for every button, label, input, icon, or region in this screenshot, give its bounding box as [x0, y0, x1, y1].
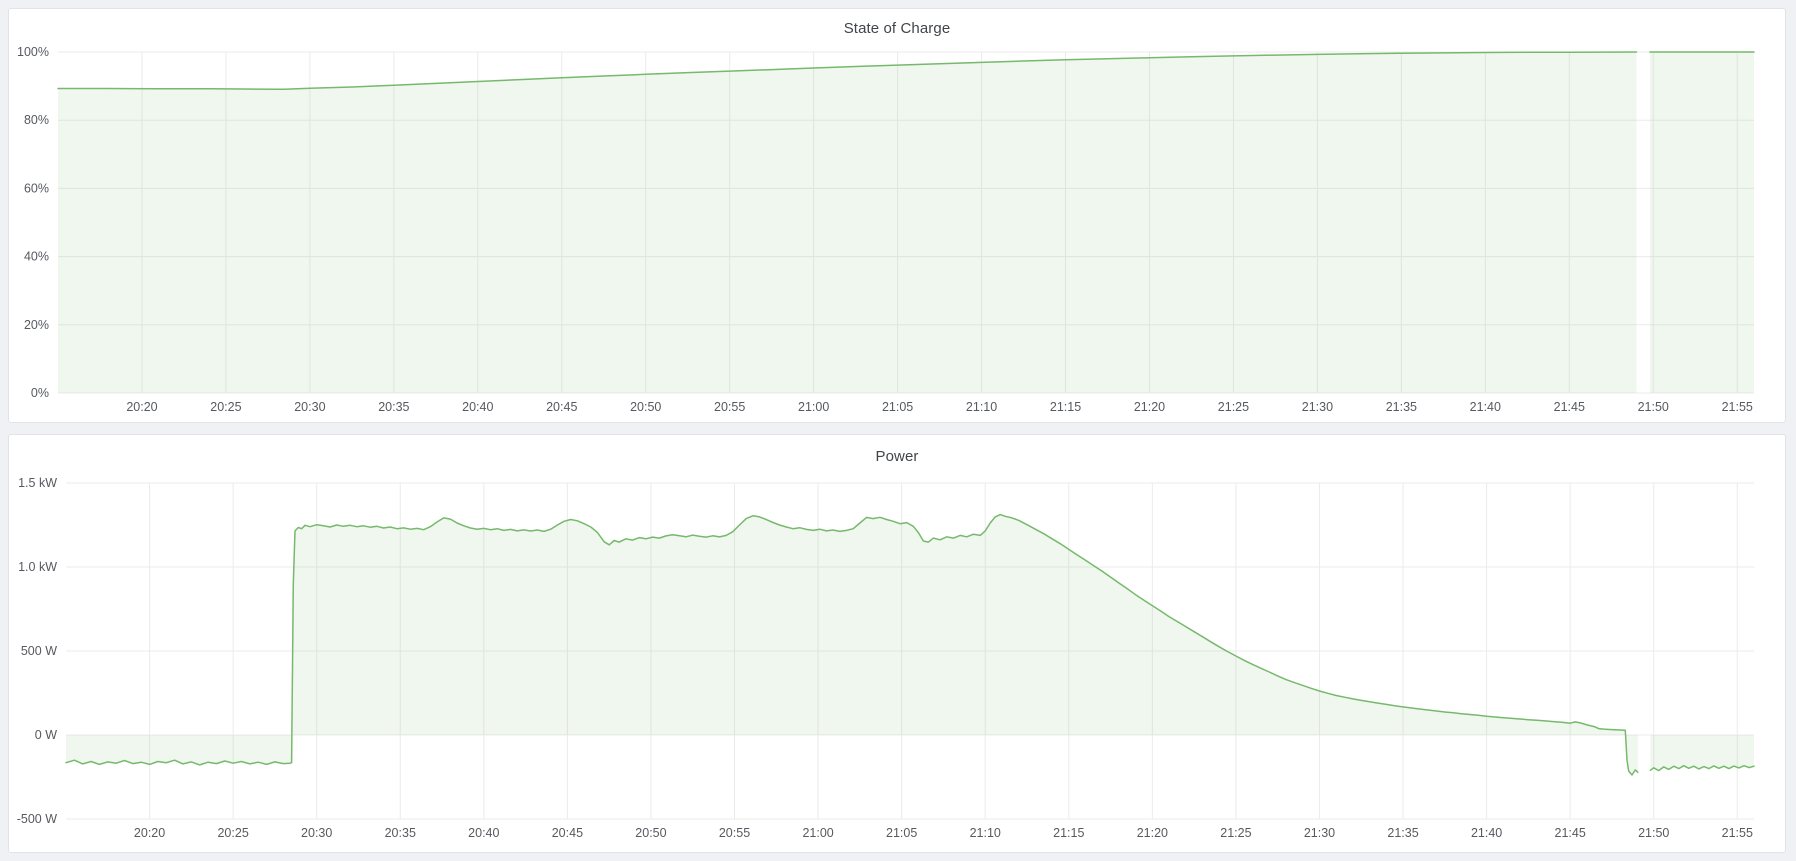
- y-axis-tick-label: 500 W: [21, 644, 57, 658]
- y-axis-tick-label: 100%: [17, 45, 49, 59]
- x-axis-tick-label: 20:25: [217, 826, 248, 840]
- x-axis-tick-label: 21:05: [882, 400, 913, 414]
- x-axis-tick-label: 20:50: [635, 826, 666, 840]
- x-axis-tick-label: 21:30: [1302, 400, 1333, 414]
- x-axis-tick-label: 20:20: [126, 400, 157, 414]
- x-axis-tick-label: 20:40: [468, 826, 499, 840]
- x-axis-tick-label: 21:35: [1387, 826, 1418, 840]
- x-axis-tick-label: 21:25: [1218, 400, 1249, 414]
- y-axis-tick-label: 0 W: [35, 728, 57, 742]
- x-axis-tick-label: 21:10: [966, 400, 997, 414]
- y-axis-tick-label: 0%: [31, 386, 49, 400]
- series-area-fill: [66, 514, 1638, 775]
- x-axis-tick-label: 21:55: [1722, 400, 1753, 414]
- x-axis-tick-label: 20:55: [714, 400, 745, 414]
- x-axis-tick-label: 21:45: [1555, 826, 1586, 840]
- y-axis-tick-label: 1.0 kW: [18, 560, 57, 574]
- y-axis-tick-label: 1.5 kW: [18, 476, 57, 490]
- y-axis-tick-label: -500 W: [17, 812, 57, 826]
- power-chart: 20:20 20:25 20:30 20:35 20:40 20:45 20:50 20:55…: [17, 476, 1755, 840]
- x-axis-tick-label: 21:15: [1053, 826, 1084, 840]
- x-axis-tick-label: 20:45: [552, 826, 583, 840]
- series-line: [57, 51, 1638, 90]
- x-axis-tick-label: 21:05: [886, 826, 917, 840]
- series-line: [65, 513, 1639, 776]
- x-axis-tick-label: 21:45: [1554, 400, 1585, 414]
- x-axis-tick-label: 21:00: [802, 826, 833, 840]
- x-axis-tick-label: 21:50: [1638, 400, 1669, 414]
- y-axis-tick-label: 80%: [24, 113, 49, 127]
- x-axis-tick-label: 21:55: [1722, 826, 1753, 840]
- x-axis-tick-label: 21:25: [1220, 826, 1251, 840]
- x-axis-tick-label: 20:25: [210, 400, 241, 414]
- series-area-fill: [1650, 735, 1754, 771]
- soc-chart: 20:20 20:25 20:30 20:35 20:40 20:45 20:50 20:55…: [17, 45, 1755, 414]
- x-axis-tick-label: 21:15: [1050, 400, 1081, 414]
- x-axis-tick-label: 21:10: [970, 826, 1001, 840]
- x-axis-tick-label: 21:50: [1638, 826, 1669, 840]
- x-axis-tick-label: 20:20: [134, 826, 165, 840]
- series-area-fill: [1649, 52, 1754, 393]
- x-axis-tick-label: 20:30: [294, 400, 325, 414]
- x-axis-tick-label: 21:00: [798, 400, 829, 414]
- x-axis-tick-label: 20:30: [301, 826, 332, 840]
- y-axis-tick-label: 60%: [24, 181, 49, 195]
- x-axis-tick-label: 21:20: [1137, 826, 1168, 840]
- series-line: [1649, 764, 1755, 772]
- x-axis-tick-label: 21:40: [1471, 826, 1502, 840]
- x-axis-tick-label: 20:50: [630, 400, 661, 414]
- soc-plot-area[interactable]: [58, 52, 1754, 393]
- y-axis-tick-label: 20%: [24, 318, 49, 332]
- state-of-charge-panel: State of Charge 20:20 20:25 20:30 20:35 20:4…: [8, 8, 1786, 423]
- power-plot-area[interactable]: [66, 483, 1754, 819]
- x-axis-tick-label: 21:40: [1470, 400, 1501, 414]
- y-axis-tick-label: 40%: [24, 250, 49, 264]
- x-axis-tick-label: 20:40: [462, 400, 493, 414]
- series-area-fill: [58, 52, 1637, 393]
- x-axis-tick-label: 20:35: [378, 400, 409, 414]
- x-axis-tick-label: 20:45: [546, 400, 577, 414]
- power-panel: Power 20:20 20:25 20:30 20:35 20:40 20:45 20:5…: [8, 434, 1786, 853]
- x-axis-tick-label: 20:55: [719, 826, 750, 840]
- soc-panel-title[interactable]: State of Charge: [843, 20, 951, 37]
- x-axis-tick-label: 21:35: [1386, 400, 1417, 414]
- x-axis-tick-label: 20:35: [385, 826, 416, 840]
- x-axis-tick-label: 21:30: [1304, 826, 1335, 840]
- x-axis-tick-label: 21:20: [1134, 400, 1165, 414]
- power-panel-title[interactable]: Power: [875, 448, 919, 465]
